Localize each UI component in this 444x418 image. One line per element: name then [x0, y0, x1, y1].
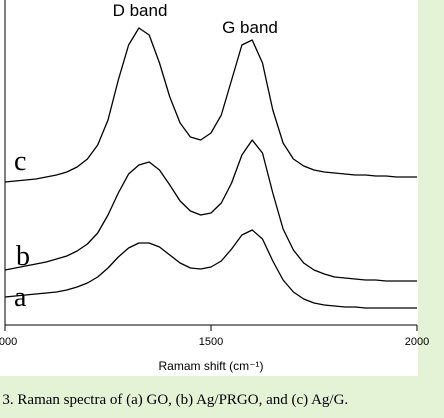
x-tick-label: 1000 — [0, 336, 17, 348]
caption: e 3. Raman spectra of (a) GO, (b) Ag/PRG… — [0, 392, 348, 408]
annotation: D band — [113, 1, 168, 20]
spectrum-line — [4, 139, 417, 282]
x-axis-label: Ramam shift (cm⁻¹) — [159, 359, 264, 373]
annotation: G band — [222, 18, 278, 37]
spectrum-line — [4, 229, 417, 309]
x-tick-label: 1500 — [199, 336, 223, 348]
annotation: a — [14, 282, 27, 313]
x-tick-label: 2000 — [405, 336, 429, 348]
plot-background — [0, 0, 418, 376]
annotation: c — [14, 146, 26, 177]
annotation: b — [16, 241, 30, 272]
spectrum-line — [4, 27, 417, 183]
